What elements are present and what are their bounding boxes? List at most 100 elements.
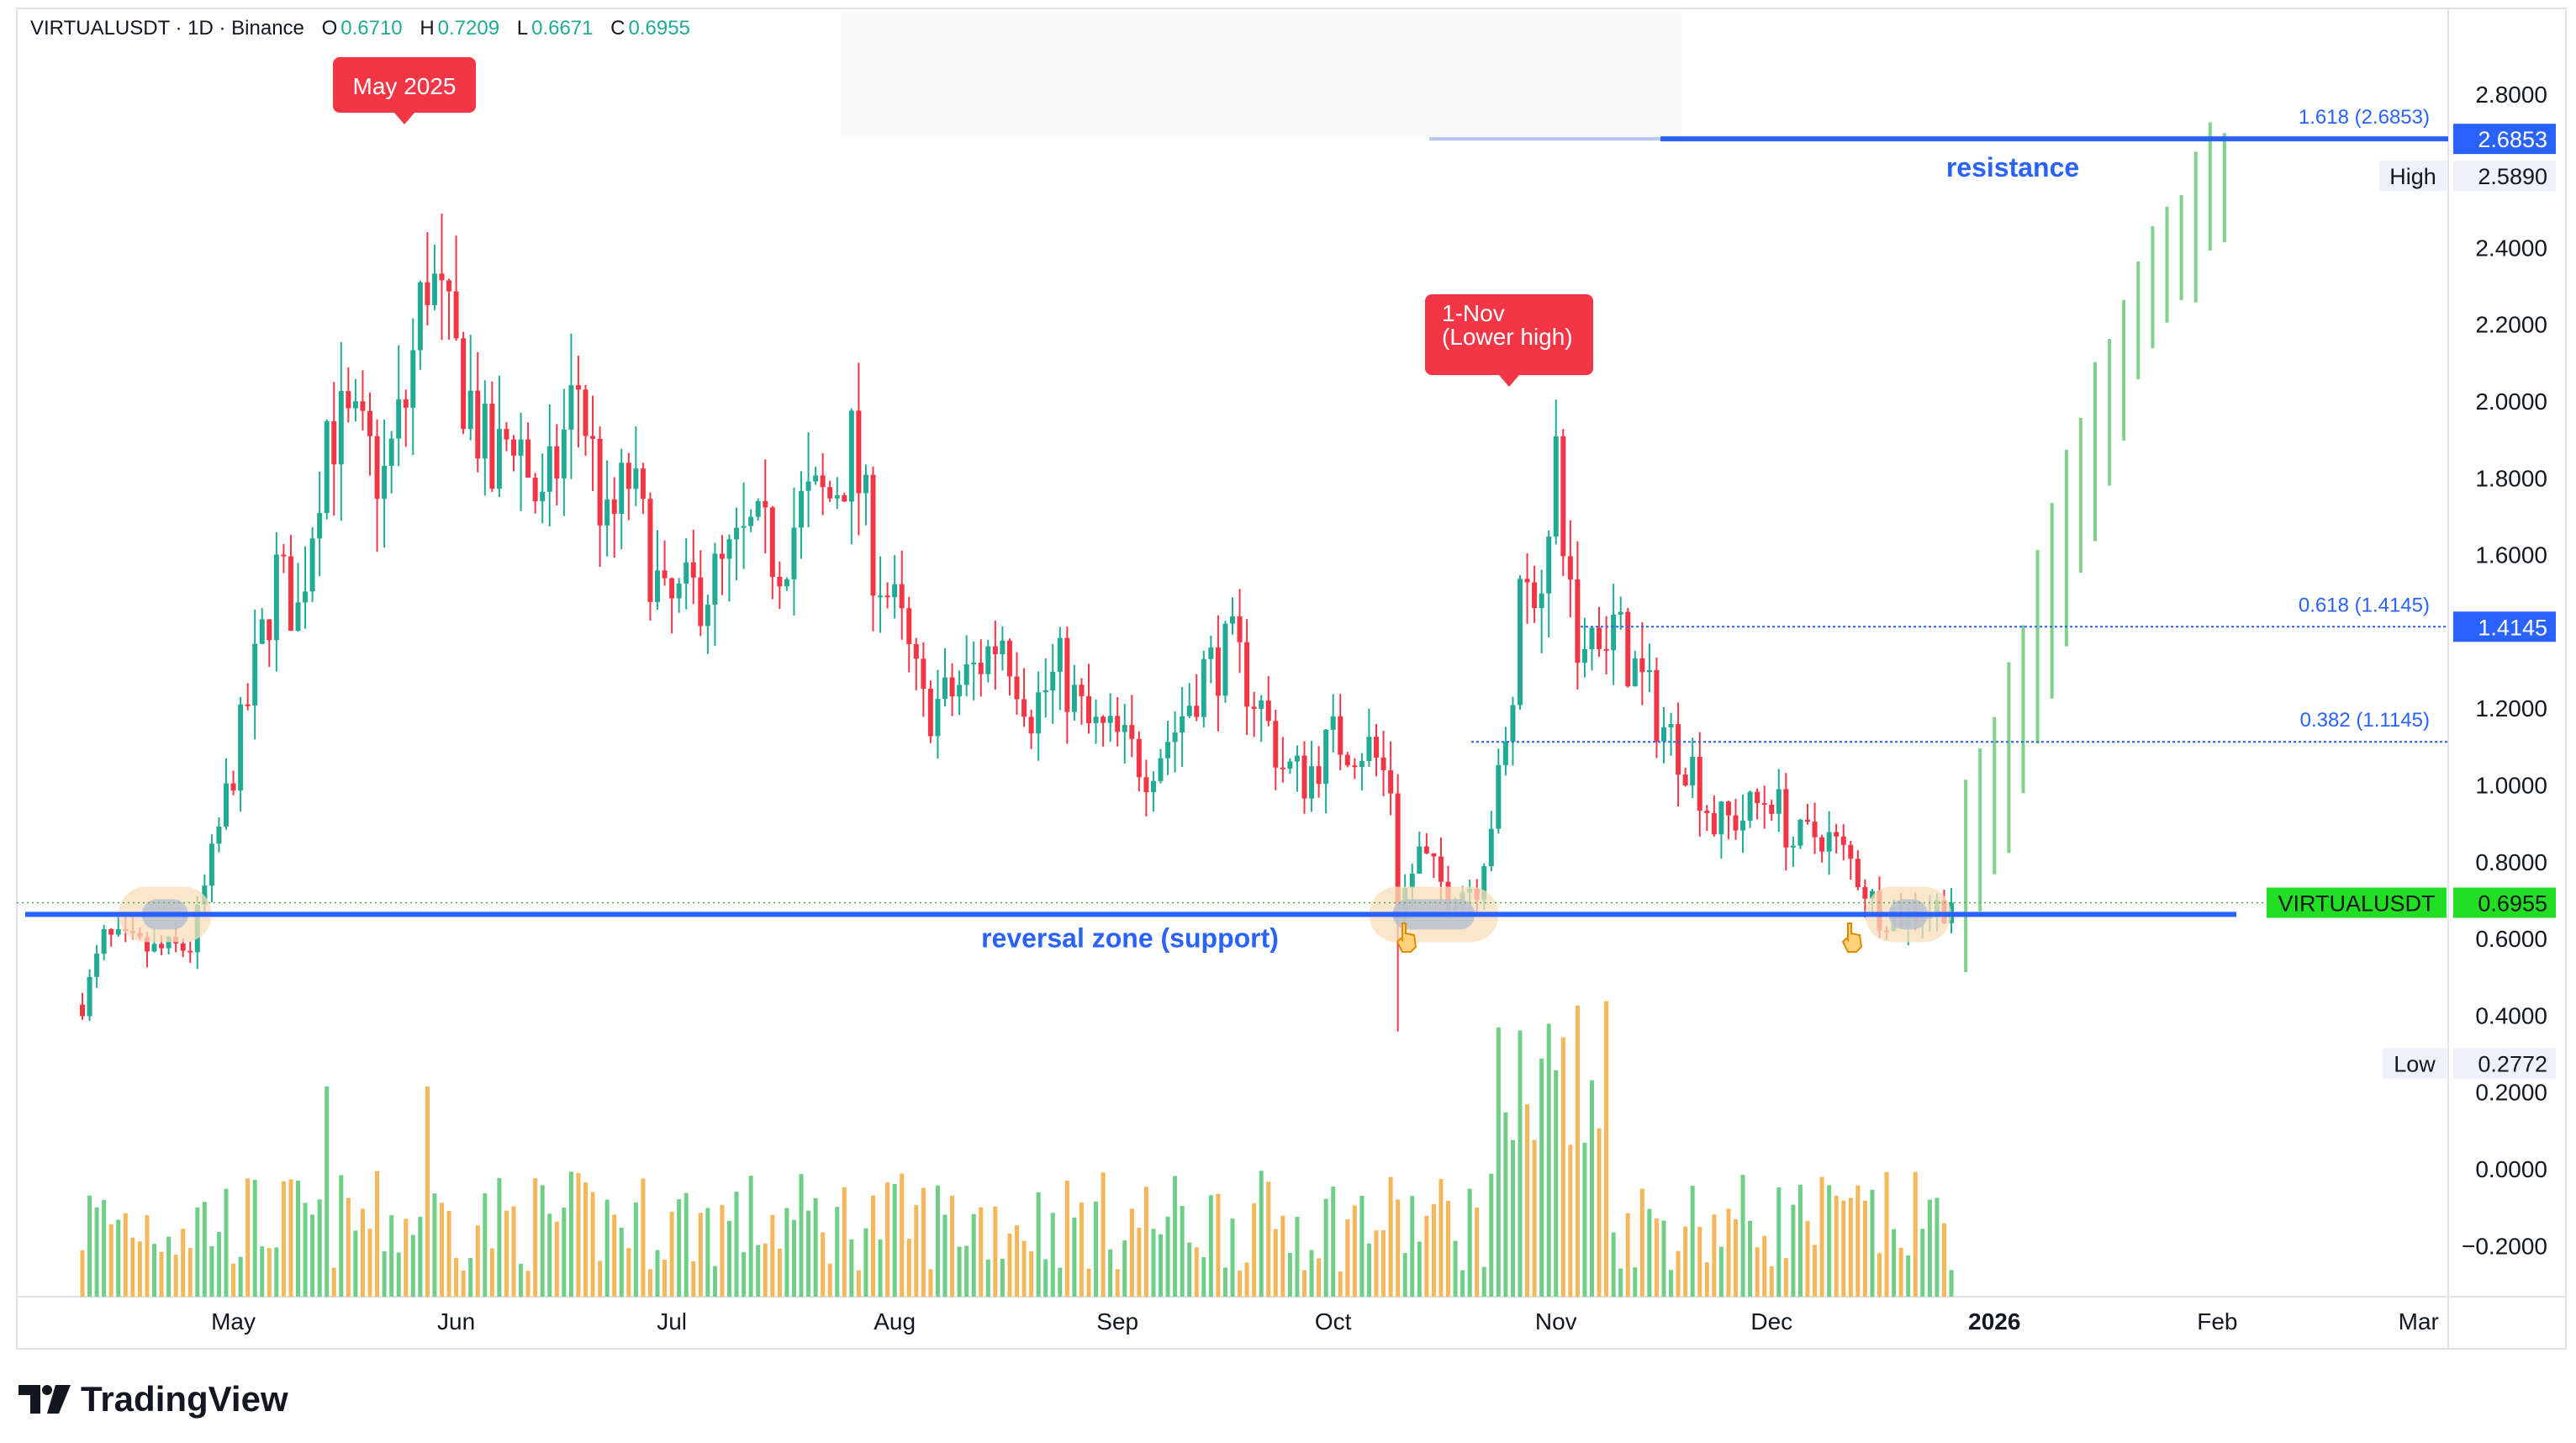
candle [734, 507, 740, 581]
candle [1330, 694, 1336, 753]
candle [1180, 687, 1185, 767]
candle-body [1344, 754, 1350, 766]
volume-bar [1079, 1202, 1084, 1297]
volume-bar [1410, 1196, 1415, 1297]
candle-body [1014, 676, 1020, 700]
candle [374, 419, 380, 552]
volume-bar [863, 1228, 868, 1297]
candle-body [403, 399, 409, 408]
candle [1431, 853, 1437, 879]
candle [1079, 678, 1085, 725]
candle [1265, 675, 1271, 727]
price-tick-label: 2.8000 [2475, 82, 2547, 108]
candle [273, 531, 279, 672]
candle [1654, 657, 1660, 758]
candle-body [1330, 716, 1336, 730]
volume-bars [80, 1001, 1954, 1297]
candle-body [640, 468, 646, 500]
volume-bar [1000, 1258, 1005, 1297]
price-tick-label: 1.2000 [2475, 695, 2547, 722]
volume-bar [669, 1212, 674, 1297]
volume-bar [979, 1207, 984, 1297]
volume-bar [1647, 1208, 1652, 1297]
volume-bar [1582, 1143, 1587, 1297]
candle [1639, 621, 1645, 706]
volume-bar [310, 1214, 315, 1297]
candle-body [1790, 845, 1796, 848]
candle [1158, 748, 1164, 784]
candle [942, 648, 948, 706]
candle-body [690, 562, 696, 578]
last-price-tag-bg [2453, 887, 2556, 918]
volume-bar [540, 1185, 545, 1297]
candle [1704, 805, 1710, 832]
volume-bar [1029, 1251, 1034, 1297]
close-value: 0.6955 [628, 17, 690, 40]
candle [80, 992, 85, 1020]
volume-bar [1402, 1253, 1407, 1297]
candle-body [374, 436, 380, 500]
tradingview-logo[interactable]: TradingView [18, 1379, 288, 1419]
volume-bar [202, 1202, 207, 1297]
candle [985, 639, 991, 683]
candle-body [1581, 648, 1587, 663]
candle [1632, 650, 1638, 687]
candle [1625, 607, 1631, 688]
candle [410, 318, 416, 456]
volume-bar [1604, 1001, 1609, 1297]
candle-body [396, 399, 402, 439]
volume-bar [519, 1263, 524, 1297]
candle-body [259, 619, 265, 644]
volume-bar [1841, 1200, 1846, 1297]
last-price-tag-text: 0.6955 [2478, 891, 2547, 917]
time-tick-label: Nov [1535, 1308, 1577, 1335]
candle-body [1338, 716, 1343, 755]
candle [1567, 520, 1573, 618]
volume-bar [1762, 1235, 1767, 1297]
candle-body [1661, 727, 1666, 742]
candle-body [899, 584, 905, 609]
candle [267, 619, 272, 668]
candle [640, 462, 646, 515]
volume-bar [410, 1234, 415, 1297]
volume-bar [440, 1202, 444, 1297]
candle-body [439, 273, 445, 281]
volume-bar [856, 1270, 861, 1297]
volume-bar [906, 1239, 911, 1297]
volume-bar [181, 1229, 186, 1297]
candle [115, 915, 121, 938]
candle [1237, 589, 1243, 674]
candle [1761, 785, 1767, 829]
candle-body [906, 608, 912, 645]
volume-bar [1718, 1246, 1723, 1297]
candle-body [1524, 579, 1530, 583]
volume-bar [547, 1213, 552, 1297]
volume-bar [1475, 1207, 1480, 1297]
candle [1036, 671, 1042, 761]
volume-bar [1446, 1201, 1450, 1297]
candle [238, 696, 244, 812]
volume-bar [1927, 1199, 1932, 1297]
candle [230, 770, 236, 796]
volume-bar [1058, 1267, 1063, 1297]
candle-body [662, 570, 668, 579]
candle-body [1215, 648, 1221, 696]
candle [1101, 715, 1106, 747]
candle-body [813, 475, 819, 482]
volume-bar [1129, 1208, 1134, 1297]
candle [1057, 626, 1063, 711]
candle [1215, 615, 1221, 732]
candle-body [1006, 640, 1012, 677]
volume-bar [957, 1246, 962, 1297]
candle-body [367, 410, 372, 436]
candle-body [676, 583, 682, 599]
candle-body [1783, 789, 1789, 848]
candle [489, 381, 495, 493]
candle-body [1438, 856, 1444, 882]
candle-body [288, 556, 293, 632]
last-symbol-bg [2267, 887, 2447, 918]
volume-bar [425, 1086, 430, 1297]
candle [1359, 753, 1365, 790]
candle-body [496, 429, 502, 489]
